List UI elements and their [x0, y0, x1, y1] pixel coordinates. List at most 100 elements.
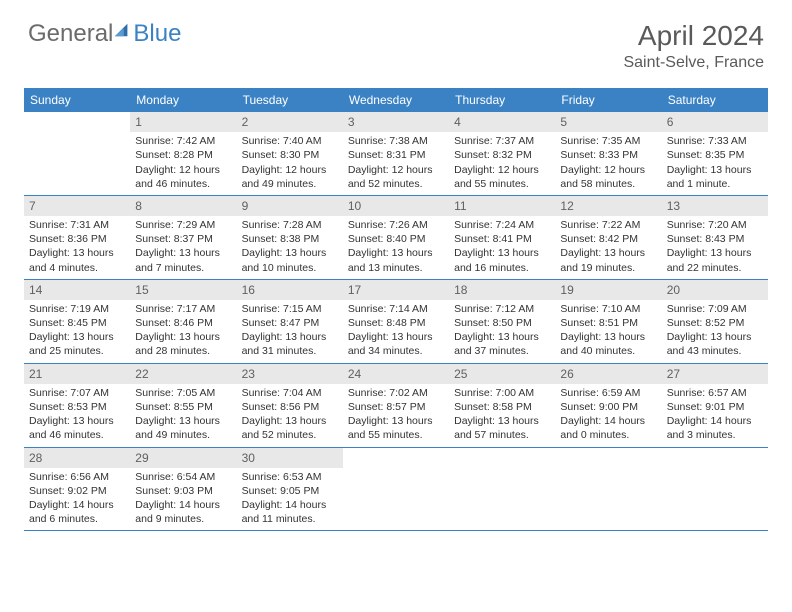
day-number: 5	[555, 112, 661, 132]
sunset-text: Sunset: 8:31 PM	[348, 148, 444, 162]
calendar-week-row: 28Sunrise: 6:56 AMSunset: 9:02 PMDayligh…	[24, 448, 768, 532]
sunrise-text: Sunrise: 7:29 AM	[135, 218, 231, 232]
day-body: Sunrise: 7:20 AMSunset: 8:43 PMDaylight:…	[662, 216, 768, 279]
day-body: Sunrise: 7:29 AMSunset: 8:37 PMDaylight:…	[130, 216, 236, 279]
daylight-text: Daylight: 13 hours and 25 minutes.	[29, 330, 125, 358]
day-number: 1	[130, 112, 236, 132]
sunrise-text: Sunrise: 6:54 AM	[135, 470, 231, 484]
day-body: Sunrise: 7:40 AMSunset: 8:30 PMDaylight:…	[237, 132, 343, 195]
daylight-text: Daylight: 13 hours and 49 minutes.	[135, 414, 231, 442]
day-body: Sunrise: 7:26 AMSunset: 8:40 PMDaylight:…	[343, 216, 449, 279]
day-body: Sunrise: 7:33 AMSunset: 8:35 PMDaylight:…	[662, 132, 768, 195]
daylight-text: Daylight: 13 hours and 55 minutes.	[348, 414, 444, 442]
sunset-text: Sunset: 8:41 PM	[454, 232, 550, 246]
day-number: 28	[24, 448, 130, 468]
calendar-day-cell: 1Sunrise: 7:42 AMSunset: 8:28 PMDaylight…	[130, 112, 236, 195]
calendar-day-cell: .	[24, 112, 130, 195]
sunset-text: Sunset: 8:45 PM	[29, 316, 125, 330]
day-number: 10	[343, 196, 449, 216]
daylight-text: Daylight: 13 hours and 34 minutes.	[348, 330, 444, 358]
day-number: 25	[449, 364, 555, 384]
sunset-text: Sunset: 8:51 PM	[560, 316, 656, 330]
day-body: Sunrise: 7:10 AMSunset: 8:51 PMDaylight:…	[555, 300, 661, 363]
day-number: 4	[449, 112, 555, 132]
daylight-text: Daylight: 13 hours and 22 minutes.	[667, 246, 763, 274]
day-number: 20	[662, 280, 768, 300]
day-body: Sunrise: 6:56 AMSunset: 9:02 PMDaylight:…	[24, 468, 130, 531]
calendar-day-cell: 4Sunrise: 7:37 AMSunset: 8:32 PMDaylight…	[449, 112, 555, 195]
day-number: 19	[555, 280, 661, 300]
day-number: 12	[555, 196, 661, 216]
calendar-day-cell: 21 Sunrise: 7:07 AMSunset: 8:53 PMDayligh…	[24, 364, 130, 447]
daylight-text: Daylight: 14 hours and 6 minutes.	[29, 498, 125, 526]
daylight-text: Daylight: 14 hours and 3 minutes.	[667, 414, 763, 442]
day-body: Sunrise: 7:42 AMSunset: 8:28 PMDaylight:…	[130, 132, 236, 195]
day-number: 13	[662, 196, 768, 216]
daylight-text: Daylight: 13 hours and 7 minutes.	[135, 246, 231, 274]
sunset-text: Sunset: 8:58 PM	[454, 400, 550, 414]
day-body: Sunrise: 7:04 AMSunset: 8:56 PMDaylight:…	[237, 384, 343, 447]
logo-sail-icon	[113, 21, 131, 39]
daylight-text: Daylight: 13 hours and 40 minutes.	[560, 330, 656, 358]
daylight-text: Daylight: 13 hours and 46 minutes.	[29, 414, 125, 442]
calendar-day-cell: 11Sunrise: 7:24 AMSunset: 8:41 PMDayligh…	[449, 196, 555, 279]
sunset-text: Sunset: 8:38 PM	[242, 232, 338, 246]
sunset-text: Sunset: 8:30 PM	[242, 148, 338, 162]
sunrise-text: Sunrise: 7:00 AM	[454, 386, 550, 400]
location: Saint-Selve, France	[623, 54, 764, 72]
sunrise-text: Sunrise: 7:31 AM	[29, 218, 125, 232]
calendar-day-cell: 29Sunrise: 6:54 AMSunset: 9:03 PMDayligh…	[130, 448, 236, 531]
day-number: 9	[237, 196, 343, 216]
day-number: 21	[24, 364, 130, 384]
sunrise-text: Sunrise: 7:38 AM	[348, 134, 444, 148]
daylight-text: Daylight: 13 hours and 19 minutes.	[560, 246, 656, 274]
day-body: Sunrise: 7:24 AMSunset: 8:41 PMDaylight:…	[449, 216, 555, 279]
day-body: Sunrise: 7:12 AMSunset: 8:50 PMDaylight:…	[449, 300, 555, 363]
sunrise-text: Sunrise: 7:09 AM	[667, 302, 763, 316]
day-number: 30	[237, 448, 343, 468]
sunset-text: Sunset: 8:53 PM	[29, 400, 125, 414]
calendar-day-cell: 19Sunrise: 7:10 AMSunset: 8:51 PMDayligh…	[555, 280, 661, 363]
month-title: April 2024	[623, 20, 764, 52]
daylight-text: Daylight: 12 hours and 52 minutes.	[348, 163, 444, 191]
calendar-day-cell: 30Sunrise: 6:53 AMSunset: 9:05 PMDayligh…	[237, 448, 343, 531]
weekday-header: Friday	[555, 88, 661, 112]
sunrise-text: Sunrise: 7:42 AM	[135, 134, 231, 148]
sunset-text: Sunset: 8:56 PM	[242, 400, 338, 414]
sunrise-text: Sunrise: 7:33 AM	[667, 134, 763, 148]
sunrise-text: Sunrise: 6:59 AM	[560, 386, 656, 400]
daylight-text: Daylight: 13 hours and 28 minutes.	[135, 330, 231, 358]
sunset-text: Sunset: 8:36 PM	[29, 232, 125, 246]
day-number: 29	[130, 448, 236, 468]
sunset-text: Sunset: 8:37 PM	[135, 232, 231, 246]
calendar-day-cell: 23Sunrise: 7:04 AMSunset: 8:56 PMDayligh…	[237, 364, 343, 447]
day-number: 23	[237, 364, 343, 384]
day-body: Sunrise: 7:38 AMSunset: 8:31 PMDaylight:…	[343, 132, 449, 195]
calendar-day-cell: 10Sunrise: 7:26 AMSunset: 8:40 PMDayligh…	[343, 196, 449, 279]
daylight-text: Daylight: 13 hours and 4 minutes.	[29, 246, 125, 274]
day-body: Sunrise: 7:19 AMSunset: 8:45 PMDaylight:…	[24, 300, 130, 363]
sunset-text: Sunset: 8:55 PM	[135, 400, 231, 414]
day-number: 27	[662, 364, 768, 384]
day-body: Sunrise: 7:17 AMSunset: 8:46 PMDaylight:…	[130, 300, 236, 363]
daylight-text: Daylight: 13 hours and 37 minutes.	[454, 330, 550, 358]
day-number: 6	[662, 112, 768, 132]
sunrise-text: Sunrise: 7:20 AM	[667, 218, 763, 232]
calendar-day-cell: 6Sunrise: 7:33 AMSunset: 8:35 PMDaylight…	[662, 112, 768, 195]
sunrise-text: Sunrise: 7:15 AM	[242, 302, 338, 316]
weekday-header: Thursday	[449, 88, 555, 112]
calendar-body: .1Sunrise: 7:42 AMSunset: 8:28 PMDayligh…	[24, 112, 768, 531]
daylight-text: Daylight: 14 hours and 9 minutes.	[135, 498, 231, 526]
day-number: 11	[449, 196, 555, 216]
sunrise-text: Sunrise: 6:53 AM	[242, 470, 338, 484]
calendar-day-cell: 5Sunrise: 7:35 AMSunset: 8:33 PMDaylight…	[555, 112, 661, 195]
calendar-day-cell: .	[662, 448, 768, 531]
sunrise-text: Sunrise: 7:37 AM	[454, 134, 550, 148]
sunrise-text: Sunrise: 7:07 AM	[29, 386, 125, 400]
day-body: Sunrise: 7:37 AMSunset: 8:32 PMDaylight:…	[449, 132, 555, 195]
weekday-header: Saturday	[662, 88, 768, 112]
weekday-header: Wednesday	[343, 88, 449, 112]
calendar-day-cell: 16Sunrise: 7:15 AMSunset: 8:47 PMDayligh…	[237, 280, 343, 363]
title-block: April 2024 Saint-Selve, France	[623, 20, 764, 72]
daylight-text: Daylight: 13 hours and 16 minutes.	[454, 246, 550, 274]
